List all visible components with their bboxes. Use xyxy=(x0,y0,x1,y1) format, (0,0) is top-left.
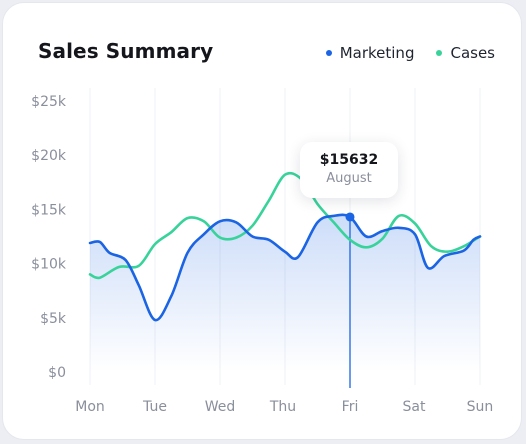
legend: Marketing Cases xyxy=(325,44,495,62)
y-tick-label: $0 xyxy=(48,365,66,381)
x-tick-label: Wed xyxy=(205,399,236,415)
marketing-dot-icon xyxy=(325,50,332,56)
x-tick-label: Sat xyxy=(403,399,426,415)
y-tick-label: $20k xyxy=(31,148,67,164)
highlight-point xyxy=(345,212,355,222)
x-tick-label: Sun xyxy=(467,399,494,415)
x-tick-label: Fri xyxy=(342,399,359,415)
chart-title: Sales Summary xyxy=(38,39,214,63)
cases-dot-icon xyxy=(436,50,443,56)
y-tick-label: $25k xyxy=(31,94,67,110)
legend-item-cases[interactable]: Cases xyxy=(436,44,495,62)
data-tooltip: $15632 August xyxy=(300,142,398,198)
series-line-cases xyxy=(88,171,482,280)
legend-label-marketing: Marketing xyxy=(339,44,415,62)
series-line-marketing xyxy=(88,213,482,322)
legend-label-cases: Cases xyxy=(450,44,495,62)
y-tick-label: $10k xyxy=(31,257,67,273)
tooltip-value: $15632 xyxy=(319,152,379,168)
y-tick-label: $5k xyxy=(40,311,67,327)
x-tick-label: Thu xyxy=(269,399,296,415)
x-tick-label: Mon xyxy=(75,399,105,415)
x-tick-label: Tue xyxy=(142,399,167,415)
legend-item-marketing[interactable]: Marketing xyxy=(325,44,415,62)
y-tick-label: $15k xyxy=(31,202,67,218)
tooltip-label: August xyxy=(326,171,372,186)
